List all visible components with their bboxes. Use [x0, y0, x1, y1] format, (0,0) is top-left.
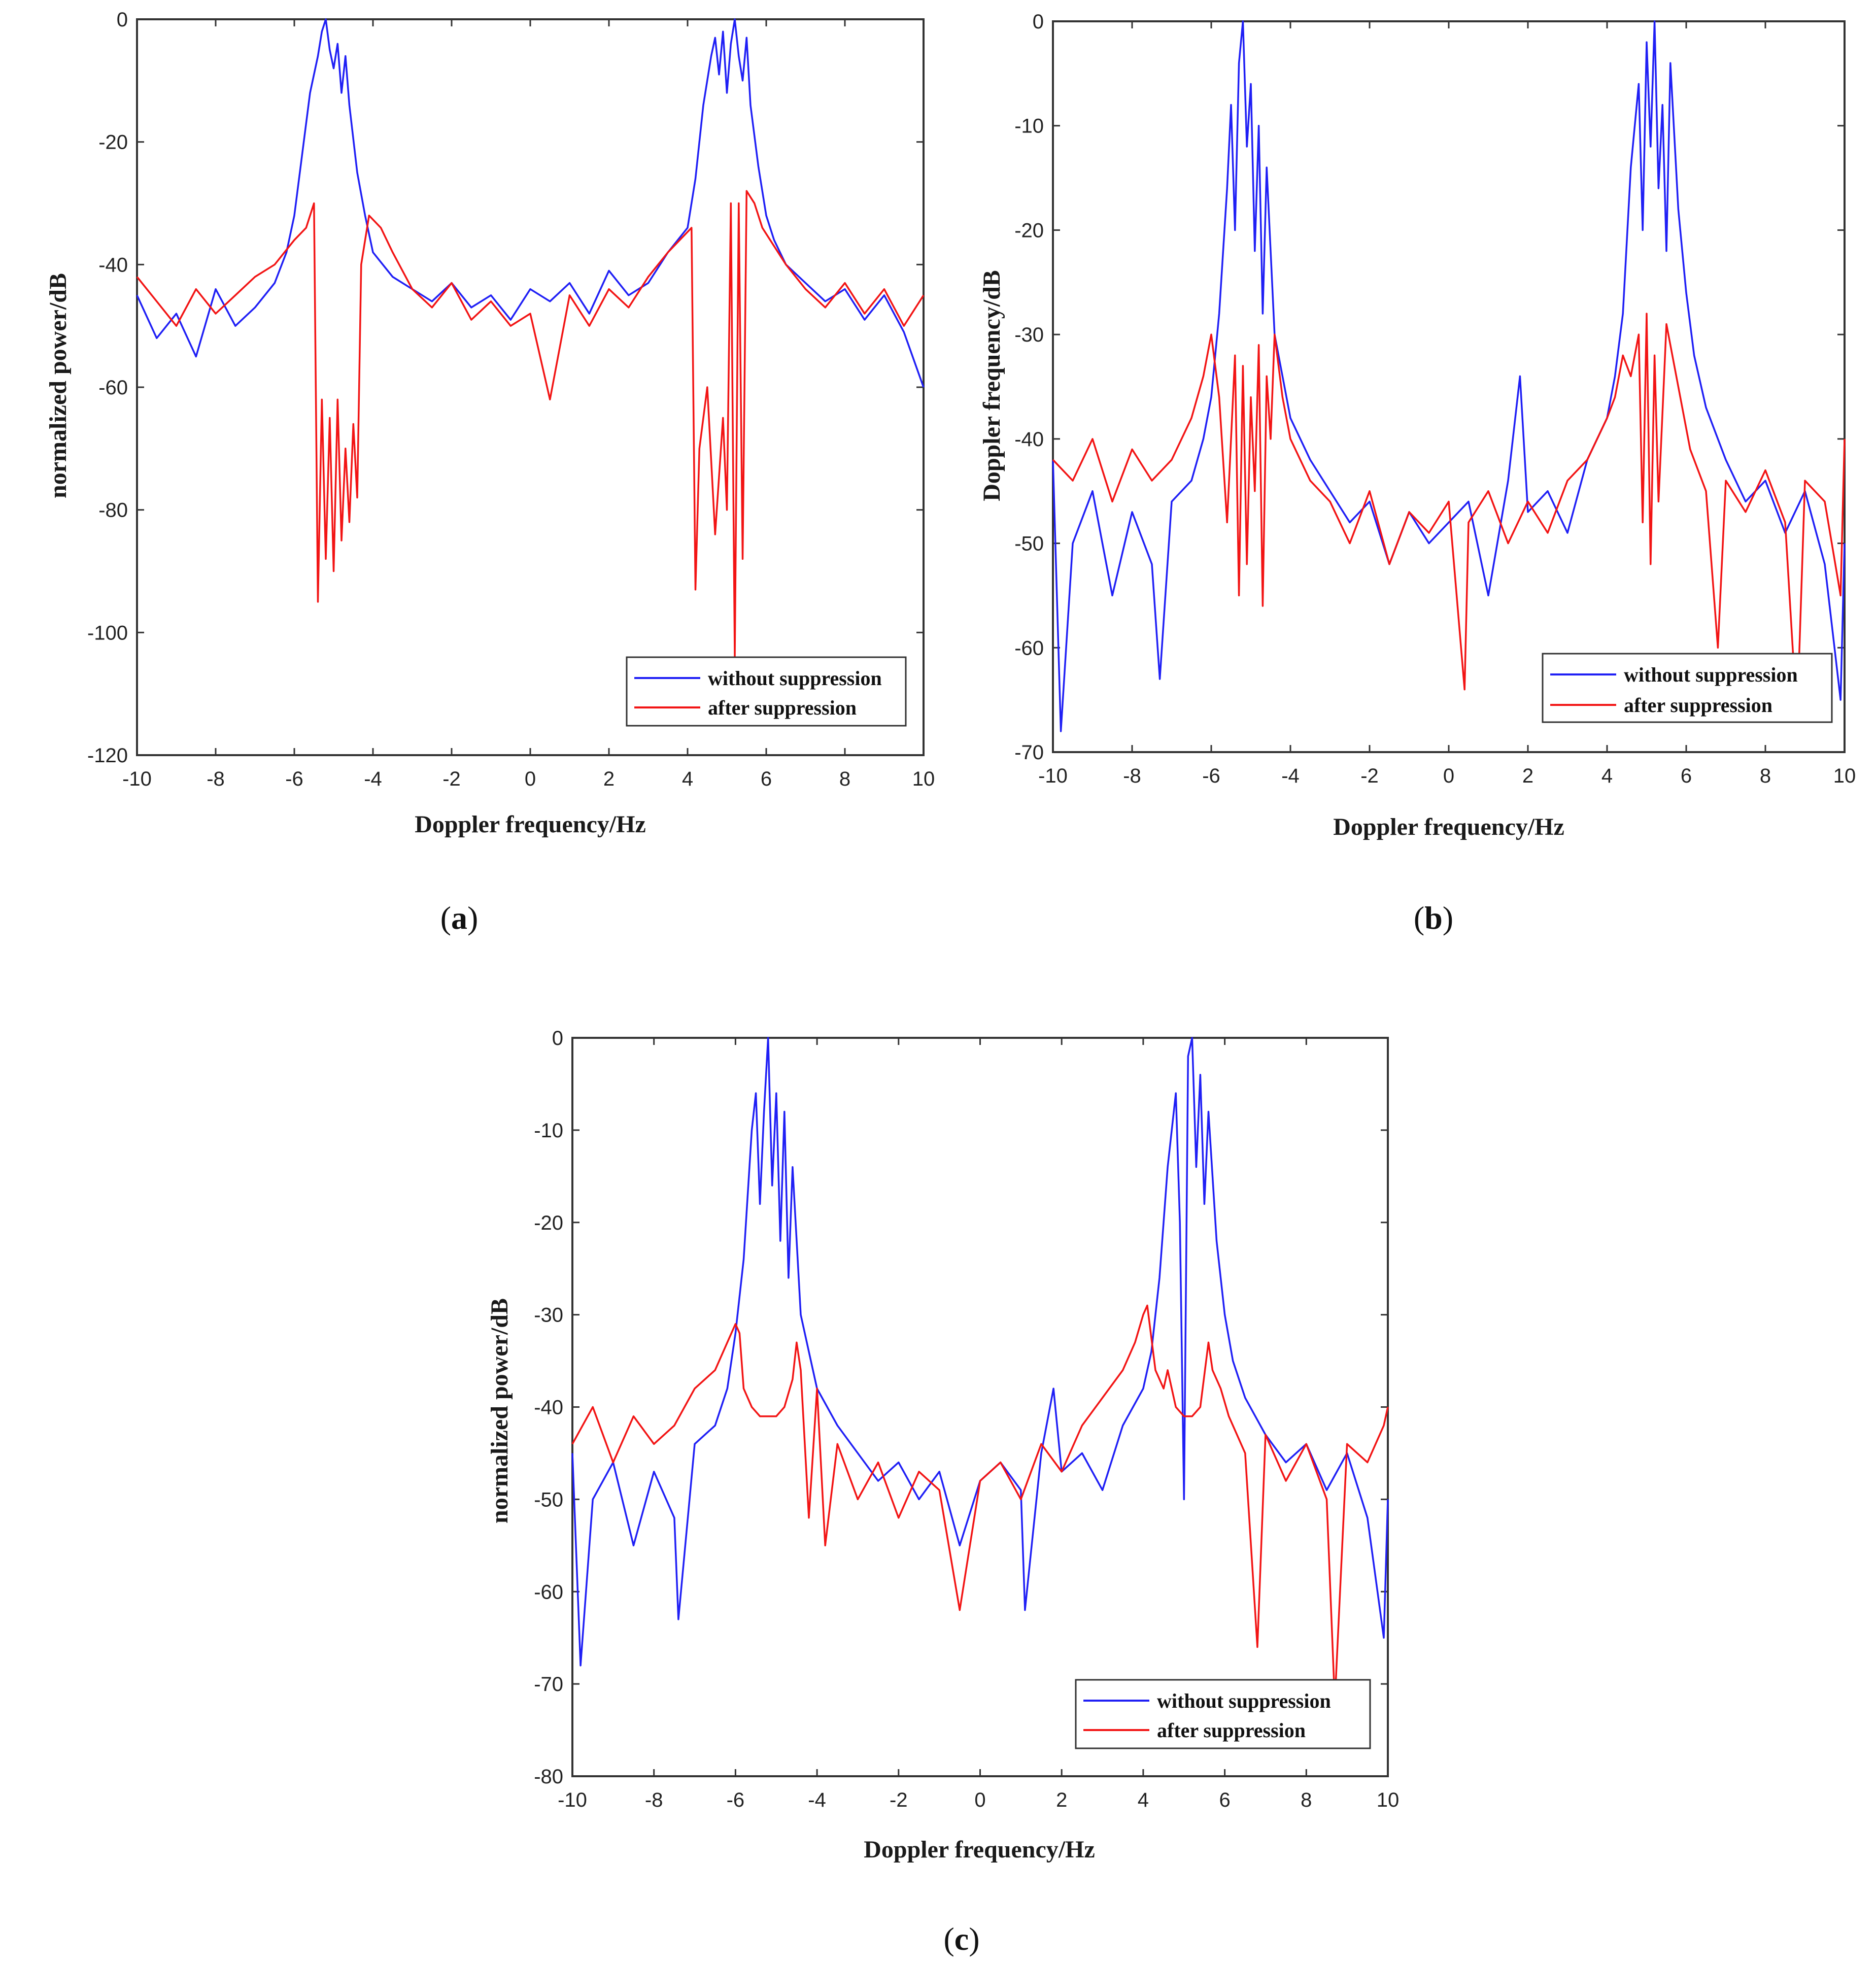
- plot-area-a: [136, 18, 925, 756]
- series-line-after-suppression: [1052, 313, 1846, 722]
- x-tick-label: -2: [442, 768, 461, 790]
- y-tick-label: -120: [87, 744, 128, 767]
- x-tick-label: 6: [1681, 765, 1692, 787]
- legend-label-without-a: without suppression: [708, 667, 882, 690]
- legend-label-without-c: without suppression: [1157, 1689, 1331, 1712]
- x-tick-label: 6: [761, 768, 772, 790]
- x-tick-label: -4: [364, 768, 382, 790]
- y-tick-label: 0: [552, 1027, 563, 1050]
- series-line-without-suppression: [136, 18, 925, 388]
- y-tick-label: -80: [534, 1766, 563, 1788]
- y-tick-label: -70: [534, 1673, 563, 1696]
- x-tick-label: 0: [1443, 765, 1454, 787]
- y-tick-label: -50: [534, 1488, 563, 1511]
- x-axis-label-c: Doppler frequency/Hz: [864, 1836, 1095, 1863]
- y-tick-label: -10: [534, 1120, 563, 1142]
- x-tick-label: 6: [1219, 1789, 1230, 1811]
- y-tick-label: -20: [98, 131, 128, 154]
- x-tick-label: -8: [207, 768, 225, 790]
- legend-box-c: [1075, 1679, 1371, 1749]
- x-tick-label: 2: [1056, 1789, 1067, 1811]
- y-ticks-c: 0 -10 -20 -30 -40 -50 -60 -70 -80: [534, 1027, 1388, 1788]
- legend-label-after-b: after suppression: [1624, 694, 1772, 717]
- caption-c: (c): [943, 1921, 979, 1957]
- x-tick-label: 2: [603, 768, 615, 790]
- legend-b: without suppression after suppression: [1542, 653, 1833, 723]
- series-group-a: [136, 18, 925, 658]
- chart-panel-b: 0-10-20-30-40-50-60-70 -10 -8 -6 -4 -2 0 2 4 6 8 1…: [978, 11, 1856, 936]
- y-tick-label: -60: [534, 1581, 563, 1603]
- x-tick-label: -2: [1360, 765, 1379, 787]
- x-tick-label: 2: [1522, 765, 1533, 787]
- chart-panel-c: 0-10-20-30-40-50-60-70-80 -10 -8 -6 -4 -2 0 2 4…: [486, 1027, 1399, 1957]
- y-tick-label: -30: [534, 1304, 563, 1327]
- x-tick-label: 0: [974, 1789, 985, 1811]
- x-tick-label: 4: [1601, 765, 1613, 787]
- y-tick-label: -40: [1014, 428, 1044, 451]
- x-tick-label: -4: [808, 1789, 826, 1811]
- y-axis-label-b: Doppler frequency/dB: [978, 270, 1005, 501]
- y-ticks-a: 0 -20 -40 -60 -80 -100 -120: [87, 9, 924, 767]
- x-tick-label: -10: [1038, 765, 1068, 787]
- x-ticks-a: -10 -8 -6 -4 -2 0 2 4 6 8 10: [122, 19, 935, 790]
- y-tick-label: 0: [117, 9, 128, 31]
- y-axis-label-c: normalized power/dB: [486, 1298, 513, 1524]
- y-ticks-b: 0 -10 -20 -30 -40 -50 -60 -70: [1014, 11, 1845, 764]
- x-tick-label: 8: [1760, 765, 1771, 787]
- x-tick-label: 0: [525, 768, 536, 790]
- x-axis-label-b: Doppler frequency/Hz: [1333, 814, 1564, 840]
- x-tick-label: -6: [727, 1789, 745, 1811]
- legend-c: without suppression after suppression: [1075, 1679, 1371, 1749]
- caption-b: (b): [1414, 900, 1453, 936]
- chart-panel-a: 0-20-40-60-80-100-120 -10 -8 -6 -4 -2 0 2 4 6 8 10…: [45, 9, 935, 936]
- x-tick-label: -2: [890, 1789, 908, 1811]
- series-line-after-suppression: [136, 190, 925, 658]
- legend-box-a: [626, 656, 907, 727]
- series-line-after-suppression: [571, 1304, 1389, 1704]
- x-tick-label: -6: [1202, 765, 1220, 787]
- x-tick-label: -8: [645, 1789, 663, 1811]
- y-tick-label: 0: [1033, 11, 1044, 33]
- x-tick-label: 8: [839, 768, 850, 790]
- y-tick-label: -50: [1014, 533, 1044, 555]
- x-tick-label: -8: [1123, 765, 1141, 787]
- x-ticks-b: -10 -8 -6 -4 -2 0 2 4 6 8 10: [1038, 21, 1856, 787]
- y-tick-label: -40: [534, 1397, 563, 1419]
- x-tick-label: 10: [912, 768, 935, 790]
- y-tick-label: -60: [98, 377, 128, 399]
- x-tick-label: -10: [558, 1789, 587, 1811]
- legend-label-without-b: without suppression: [1624, 663, 1798, 686]
- y-axis-label-a: normalized power/dB: [45, 273, 72, 498]
- x-tick-label: 10: [1377, 1789, 1400, 1811]
- legend-label-after-a: after suppression: [708, 696, 857, 719]
- legend-label-after-c: after suppression: [1157, 1719, 1306, 1742]
- caption-a: (a): [440, 900, 479, 936]
- y-tick-label: -30: [1014, 324, 1044, 346]
- y-tick-label: -20: [534, 1212, 563, 1234]
- plot-area-c: [571, 1037, 1389, 1777]
- x-tick-label: 10: [1833, 765, 1856, 787]
- x-tick-label: -6: [285, 768, 303, 790]
- y-tick-label: -60: [1014, 637, 1044, 659]
- plot-area-b: [1052, 20, 1846, 753]
- x-ticks-c: -10 -8 -6 -4 -2 0 2 4 6 8 10: [558, 1038, 1399, 1811]
- y-tick-label: -70: [1014, 741, 1044, 764]
- x-tick-label: 8: [1301, 1789, 1312, 1811]
- series-line-without-suppression: [1052, 20, 1846, 732]
- y-tick-label: -10: [1014, 115, 1044, 138]
- y-tick-label: -100: [87, 622, 128, 644]
- x-tick-label: -4: [1281, 765, 1300, 787]
- x-tick-label: 4: [1138, 1789, 1149, 1811]
- y-tick-label: -20: [1014, 219, 1044, 242]
- y-tick-label: -40: [98, 254, 128, 276]
- legend-a: without suppression after suppression: [626, 656, 907, 727]
- x-tick-label: -10: [122, 768, 152, 790]
- series-group-c: [571, 1037, 1389, 1704]
- x-tick-label: 4: [682, 768, 693, 790]
- x-axis-label-a: Doppler frequency/Hz: [415, 811, 646, 838]
- series-group-b: [1052, 20, 1846, 732]
- y-tick-label: -80: [98, 499, 128, 522]
- legend-box-b: [1542, 653, 1833, 723]
